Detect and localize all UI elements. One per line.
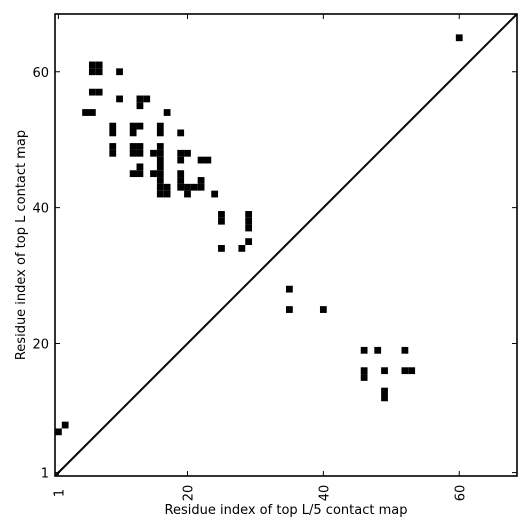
x-tick-label: 20 [181,485,196,502]
contact-cell-upper [184,149,191,157]
axis-ticks [55,14,517,476]
plot-frame [54,13,518,477]
contact-cell-upper [245,238,253,245]
diagonal-line [54,13,518,477]
contact-cell-upper [455,34,463,42]
contact-cell-lower [360,346,368,354]
contact-cell-upper [156,163,164,171]
y-tick-label: 20 [32,338,49,353]
contact-cell-lower [286,306,293,313]
contact-cell-upper [177,129,185,137]
contact-cell-upper [136,149,144,157]
contact-cell-upper [136,95,144,103]
contact-cell-upper [136,170,144,178]
contact-cell-upper [238,245,246,252]
contact-cell-upper [88,68,96,76]
y-tick-label: 1 [41,467,49,482]
x-tick-label: 40 [317,485,332,502]
contact-cell-upper [177,156,185,164]
contact-cell-lower [319,306,327,313]
y-tick-label: 40 [32,202,49,217]
contact-cell-upper [95,88,103,96]
contact-cell-upper [245,211,253,218]
contact-cell-upper [204,156,212,164]
contact-cell-upper [95,61,103,69]
contact-cell-upper [116,68,123,76]
axis-tick-labels: 1 20 40 60 1 20 40 60 [32,66,468,502]
contact-cell-lower [401,346,409,354]
contact-cell-upper [156,149,164,157]
contact-cell-lower [360,374,368,381]
contact-cell-upper [163,183,171,191]
contact-cell-upper [190,183,198,191]
contact-cell-upper [156,156,164,164]
contact-cell-lower [381,387,388,395]
contact-cell-upper [109,122,117,130]
contact-cell-upper [129,170,137,178]
x-tick-label: 60 [453,485,468,502]
contact-cell-lower [408,367,416,375]
contact-cell-upper [82,109,89,116]
contact-cell-lower [360,367,368,375]
contact-cell-upper [218,217,225,225]
contact-cell-lower [55,428,62,436]
contact-cell-upper [129,129,137,137]
contact-cell-upper [177,149,185,157]
contact-cell-upper [245,224,253,232]
contact-cell-upper [177,170,185,178]
contact-cell-upper [88,109,96,116]
contact-cell-upper [156,129,164,137]
contact-cell-upper [218,245,225,252]
contact-cell-lower [374,346,382,354]
contact-cell-upper [156,190,164,198]
contact-cell-upper [136,122,144,130]
contact-cell-lower [381,367,388,375]
contact-cell-lower [381,394,388,402]
contact-cell-upper [136,163,144,171]
contact-cell-upper [109,143,117,150]
contact-cell-upper [156,183,164,191]
contact-cell-upper [88,61,96,69]
contact-cell-upper [129,122,137,130]
contact-cell-upper [129,143,137,150]
contact-cell-upper [211,190,219,198]
contact-cell-upper [218,211,225,218]
contact-cell-lower [401,367,409,375]
x-tick-label: 1 [52,489,67,497]
contact-cell-upper [184,183,191,191]
contact-cell-upper [163,109,171,116]
contact-cell-upper [184,190,191,198]
contact-cell-upper [116,95,123,103]
contact-cell-upper [150,170,157,178]
contact-cell-upper [156,177,164,184]
contact-cell-upper [156,170,164,178]
x-axis-title: Residue index of top L/5 contact map [165,503,408,518]
contact-cell-lower [61,421,69,429]
contact-cell-upper [177,183,185,191]
contact-cell-upper [109,129,117,137]
contact-cell-upper [109,149,117,157]
contact-cell-upper [156,122,164,130]
contact-cell-upper [136,102,144,110]
y-tick-label: 60 [32,66,49,81]
contact-cell-lower [286,285,293,293]
contact-cell-upper [197,156,205,164]
contact-cell-upper [143,95,151,103]
contact-cell-upper [156,143,164,150]
contact-cell-upper [245,217,253,225]
contact-cell-upper [197,177,205,184]
contact-cell-upper [95,68,103,76]
y-axis-title: Residue index of top L contact map [14,130,29,360]
contact-cell-upper [136,143,144,150]
contact-cell-upper [150,149,157,157]
contact-cell-upper [163,190,171,198]
contact-cell-upper [88,88,96,96]
contact-cell-upper [177,177,185,184]
contact-cell-upper [197,183,205,191]
contact-cell-upper [129,149,137,157]
contact-cells [55,34,463,436]
